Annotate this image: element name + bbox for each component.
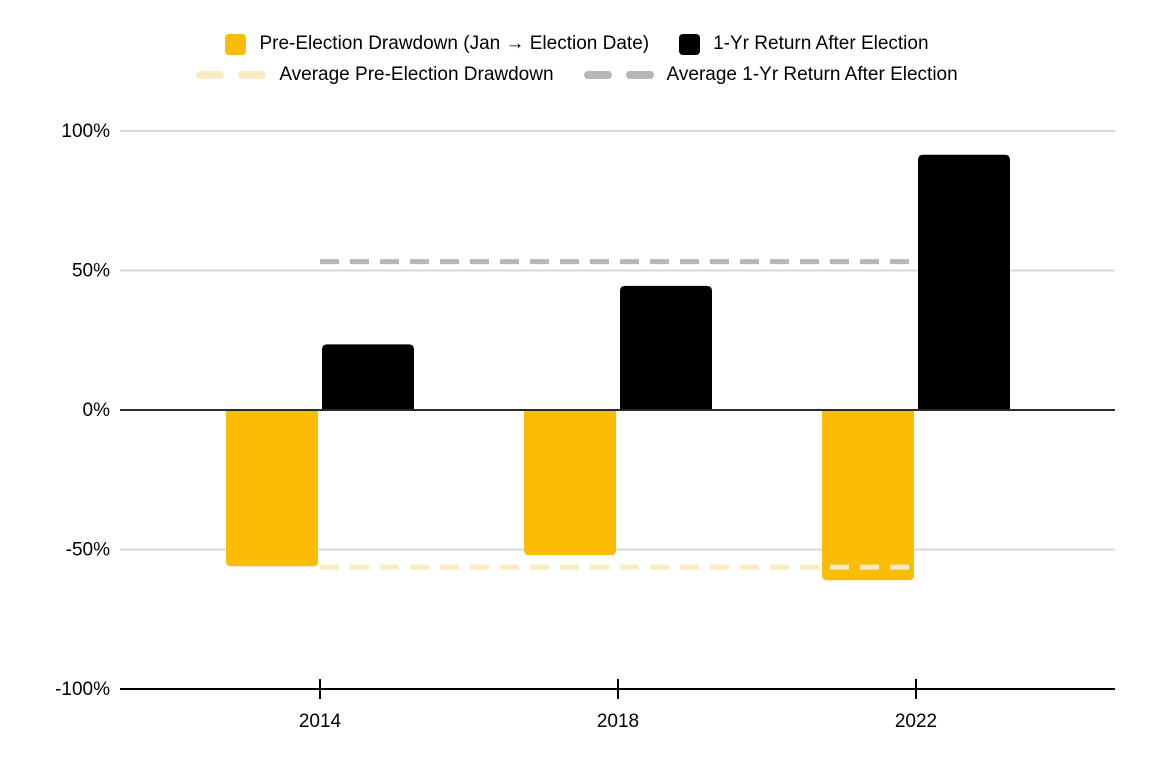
legend-swatch-average-drawdown-icon xyxy=(196,71,267,79)
legend-label-pre-election-drawdown: Pre-Election Drawdown (Jan → Election Da… xyxy=(259,33,650,54)
legend-label-1yr-return: 1-Yr Return After Election xyxy=(713,33,929,54)
legend-label-average-drawdown: Average Pre-Election Drawdown xyxy=(279,64,554,85)
legend-item-1yr-return: 1-Yr Return After Election xyxy=(679,33,929,55)
y-axis-label-50: 50% xyxy=(72,261,110,282)
legend-swatch-return-icon xyxy=(679,33,701,55)
legend-row-averages: Average Pre-Election Drawdown Average 1-… xyxy=(196,64,958,86)
x-axis-label-2018: 2018 xyxy=(597,711,639,732)
y-axis-label--50: -50% xyxy=(66,540,110,561)
x-axis-label-2022: 2022 xyxy=(895,711,937,732)
legend-swatch-average-return-icon xyxy=(583,71,654,79)
y-axis-label-0: 0% xyxy=(83,400,111,421)
bar-1-yr-return-after-election-2014 xyxy=(322,344,414,410)
chart-legend: Pre-Election Drawdown (Jan → Election Da… xyxy=(0,33,1154,86)
legend-label-average-return: Average 1-Yr Return After Election xyxy=(666,64,958,85)
bar-pre-election-drawdown-2014 xyxy=(226,410,318,567)
legend-item-pre-election-drawdown: Pre-Election Drawdown (Jan → Election Da… xyxy=(225,33,649,55)
bar-pre-election-drawdown-2022 xyxy=(822,410,914,581)
legend-swatch-drawdown-icon xyxy=(225,33,247,55)
x-axis-label-2014: 2014 xyxy=(299,711,342,732)
y-axis-label--100: -100% xyxy=(55,679,110,700)
legend-row-bars: Pre-Election Drawdown (Jan → Election Da… xyxy=(225,33,929,55)
legend-item-average-return: Average 1-Yr Return After Election xyxy=(583,64,958,86)
legend-item-average-drawdown: Average Pre-Election Drawdown xyxy=(196,64,554,86)
bar-1-yr-return-after-election-2018 xyxy=(620,285,712,410)
bar-pre-election-drawdown-2018 xyxy=(524,410,616,556)
bar-1-yr-return-after-election-2022 xyxy=(918,154,1010,410)
y-axis-label-100: 100% xyxy=(61,121,110,142)
